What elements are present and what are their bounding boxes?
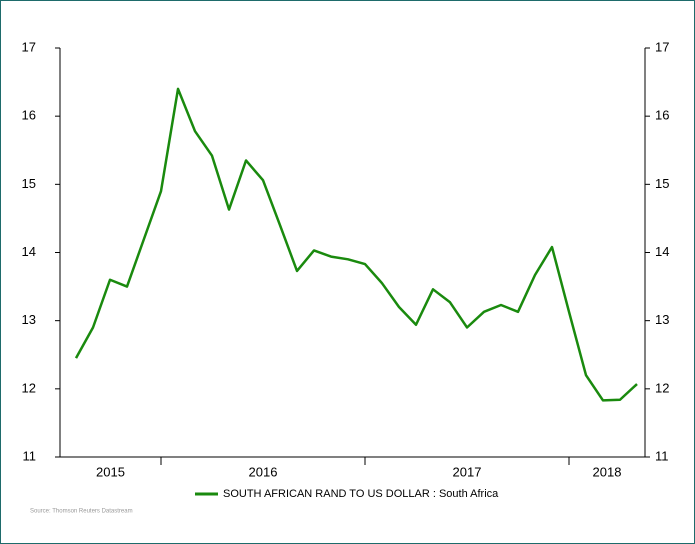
y-tick-label: 11 xyxy=(23,448,37,463)
y2-tick-label: 13 xyxy=(655,312,669,327)
y2-tick-label: 17 xyxy=(655,39,669,54)
x-tick-label: 2018 xyxy=(593,464,622,479)
source: Source: Thomson Reuters Datastream xyxy=(30,509,133,515)
y-tick-label: 16 xyxy=(22,108,36,123)
y2-tick-label: 11 xyxy=(655,448,669,463)
y-tick-label: 15 xyxy=(22,176,36,191)
y2-tick-label: 12 xyxy=(655,380,669,395)
y-tick-label: 17 xyxy=(22,39,36,54)
x-tick-label: 2016 xyxy=(249,464,278,479)
x-tick-label: 2015 xyxy=(96,464,125,479)
y2-tick-label: 15 xyxy=(655,176,669,191)
x-tick-label: 2017 xyxy=(453,464,482,479)
y-tick-label: 12 xyxy=(22,380,36,395)
legend-label: SOUTH AFRICAN RAND TO US DOLLAR : South … xyxy=(223,488,499,500)
y-tick-label: 13 xyxy=(22,312,36,327)
y2-tick-label: 16 xyxy=(655,108,669,123)
series-line xyxy=(74,87,638,402)
y2-tick-label: 14 xyxy=(655,244,669,259)
y-tick-label: 14 xyxy=(22,244,36,259)
